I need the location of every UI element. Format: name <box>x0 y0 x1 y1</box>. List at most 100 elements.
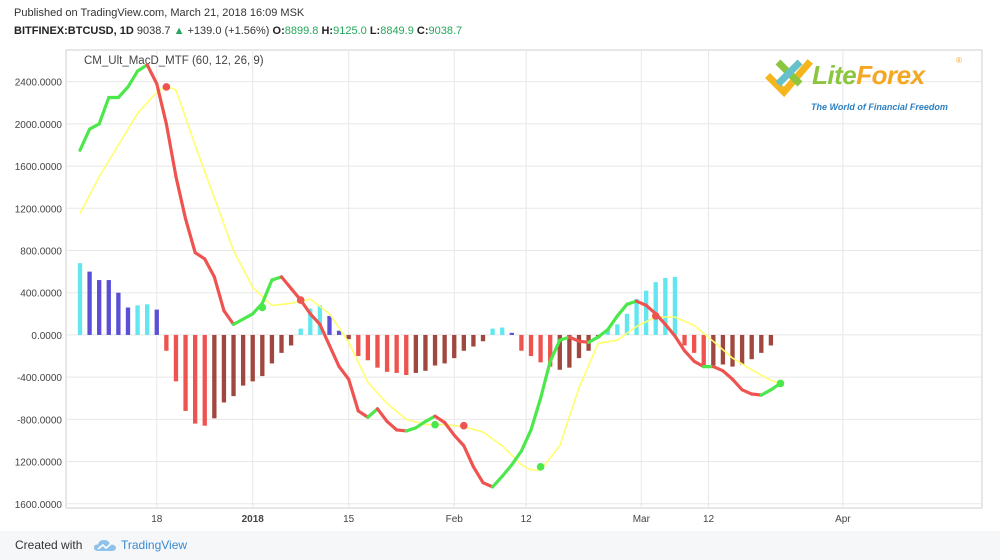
open-value: 8899.8 <box>284 25 319 37</box>
cross-marker <box>776 379 785 388</box>
macd-segment <box>126 69 140 89</box>
macd-segment <box>423 414 437 424</box>
logo-wordmark: LiteForex <box>812 60 925 91</box>
histogram-bar <box>240 334 246 386</box>
chart-header: Published on TradingView.com, March 21, … <box>14 6 462 38</box>
histogram-bar <box>288 334 294 346</box>
high-label: H: <box>321 25 334 37</box>
macd-segment <box>155 82 168 126</box>
macd-segment <box>730 377 744 392</box>
histogram-bar <box>653 282 658 335</box>
histogram-bar <box>106 280 111 335</box>
macd-segment <box>135 63 149 73</box>
cross-marker <box>162 83 171 91</box>
macd-segment <box>644 303 658 316</box>
macd-segment <box>279 275 293 291</box>
macd-segment <box>673 334 687 353</box>
histogram-bar <box>519 334 524 351</box>
logo-tagline: The World of Financial Freedom <box>811 102 948 112</box>
macd-segment <box>433 414 447 425</box>
x-tick-label: 15 <box>343 514 355 525</box>
histogram-bar <box>346 334 351 340</box>
macd-segment <box>222 309 236 326</box>
histogram-bar <box>77 263 83 335</box>
symbol-line: BITFINEX:BTCUSD, 1D 9038.7 ▲ +139.0 (+1.… <box>14 24 462 38</box>
histogram-bar <box>759 334 764 353</box>
x-tick-label: Feb <box>446 514 464 525</box>
macd-segment <box>471 465 485 485</box>
macd-segment <box>203 257 216 279</box>
histogram-bar <box>116 292 121 335</box>
macd-segment <box>682 349 696 363</box>
macd-chart[interactable]: 2400.0000 2000.0000 1600.0000 1200.0000 800.… <box>11 48 986 532</box>
low-label: L: <box>369 25 381 37</box>
y-tick-label: -1600.0000 <box>14 500 62 511</box>
macd-segment <box>452 433 466 448</box>
macd-segment <box>270 275 284 282</box>
histogram-bar <box>663 277 668 335</box>
histogram-bar <box>154 309 159 335</box>
histogram-bar <box>413 334 419 373</box>
histogram-bar <box>183 334 188 411</box>
histogram-bar <box>739 334 745 365</box>
high-value: 9125.0 <box>333 25 367 37</box>
x-tick-label: 2018 <box>242 514 265 525</box>
x-tick-label: Mar <box>633 514 651 525</box>
histogram-bar <box>452 334 457 359</box>
histogram-bar <box>442 334 447 364</box>
histogram-bar <box>500 327 505 335</box>
histogram-bar <box>567 334 572 368</box>
histogram-bar <box>298 328 303 335</box>
macd-segment <box>615 302 629 318</box>
published-note: Published on TradingView.com, March 21, … <box>14 7 305 19</box>
x-tick-label: 12 <box>521 514 533 525</box>
macd-segment <box>510 449 524 467</box>
cross-marker <box>296 296 305 304</box>
macd-segment <box>87 122 101 131</box>
macd-segment <box>721 369 735 381</box>
macd-segment <box>548 338 562 363</box>
macd-segment <box>625 299 639 306</box>
histogram-bar <box>317 305 323 335</box>
plot-frame <box>65 49 983 509</box>
histogram-bar <box>605 329 610 335</box>
tradingview-cloud-icon[interactable] <box>93 537 117 553</box>
macd-segment <box>586 335 600 344</box>
chart-area[interactable]: 2400.0000 2000.0000 1600.0000 1200.0000 800.… <box>11 48 986 532</box>
histogram-bar <box>260 334 265 377</box>
macd-segment <box>606 314 619 332</box>
macd-segment <box>327 343 341 369</box>
macd-segment <box>183 217 197 255</box>
histogram-bar <box>173 334 179 382</box>
histogram-bar <box>480 334 486 342</box>
y-tick-label: 1200.0000 <box>15 204 63 215</box>
macd-segment <box>500 463 514 478</box>
y-tick-label: 2400.0000 <box>15 78 63 89</box>
macd-segment <box>231 317 245 326</box>
close-value: 9038.7 <box>428 25 463 37</box>
close-label: C: <box>416 25 429 37</box>
cross-marker <box>431 420 439 429</box>
histogram-bar <box>308 308 313 335</box>
macd-segment <box>759 388 773 397</box>
x-tick-label: Apr <box>835 514 851 525</box>
histogram-bar <box>97 280 102 335</box>
histogram-bar <box>691 334 697 353</box>
liteforex-logo-icon <box>765 59 813 98</box>
macd-segment <box>740 388 754 396</box>
histogram-bar <box>749 334 754 360</box>
macd-segment <box>366 407 380 419</box>
y-tick-label: -400.0000 <box>17 373 62 384</box>
macd-segment <box>711 364 725 373</box>
histogram-bar <box>701 334 706 366</box>
macd-segment <box>596 328 610 339</box>
histogram-bar <box>192 334 198 424</box>
histogram-bar <box>730 334 735 367</box>
histogram-bar <box>384 334 390 372</box>
histogram-bar <box>711 334 716 366</box>
macd-segment <box>356 409 370 419</box>
tradingview-link[interactable]: TradingView <box>121 538 188 552</box>
histogram-bar <box>682 334 687 346</box>
histogram-bar <box>624 313 630 335</box>
histogram-bar <box>279 334 284 353</box>
